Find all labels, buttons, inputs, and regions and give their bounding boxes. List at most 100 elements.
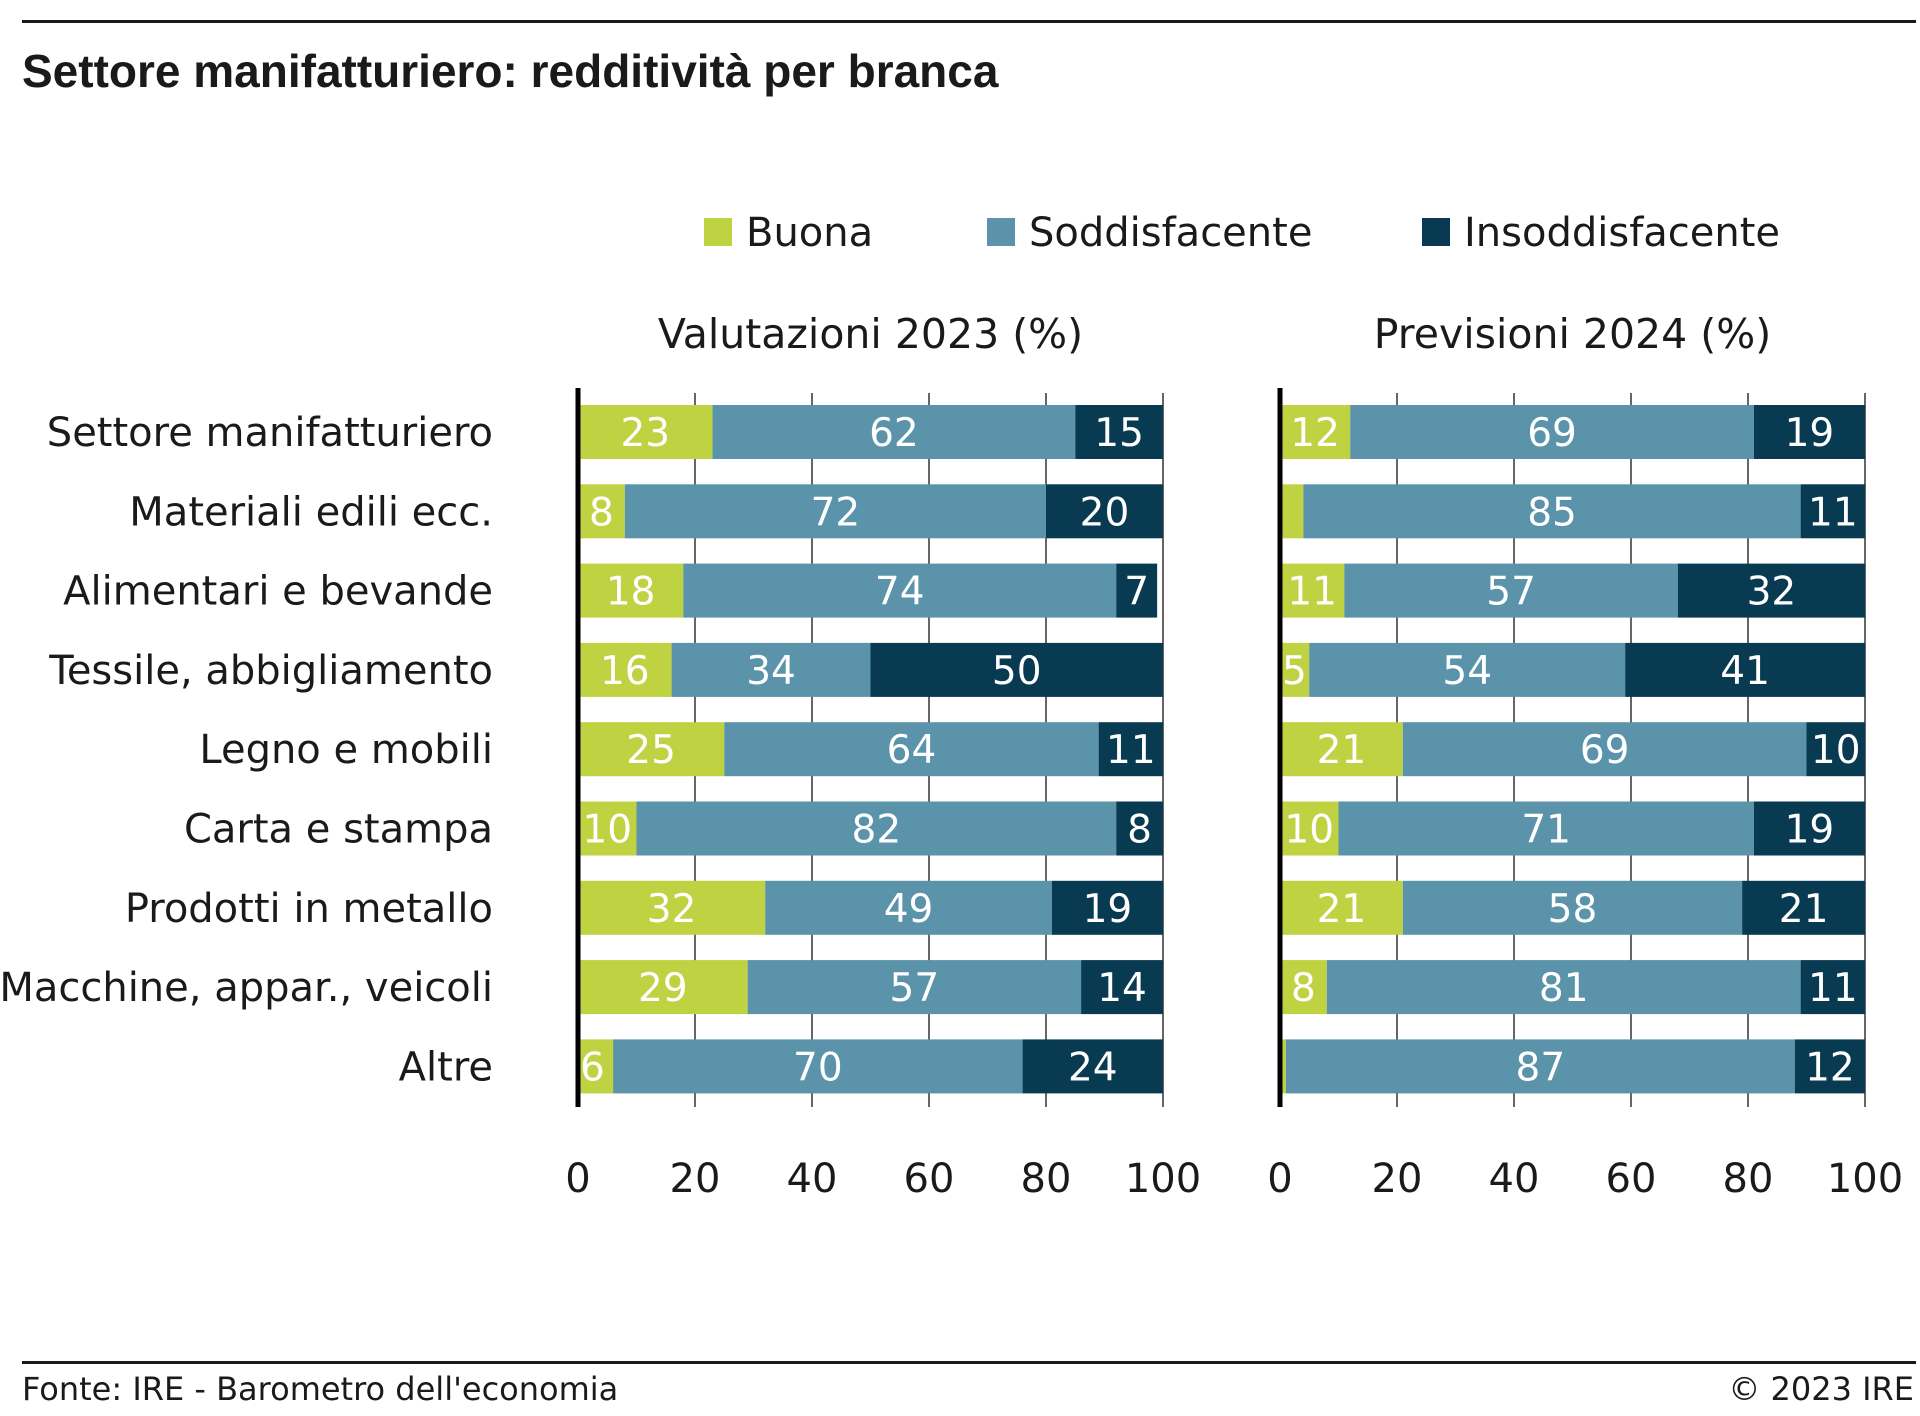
- data-label: 19: [1083, 887, 1133, 932]
- data-label: 58: [1548, 887, 1598, 932]
- data-label: 10: [1811, 728, 1861, 773]
- bar-buona: [578, 960, 748, 1015]
- bar-insoddisfacente: [1742, 880, 1865, 935]
- category-label: Legno e mobili: [199, 727, 493, 773]
- bar-buona: [578, 484, 625, 539]
- category-label: Materiali edili ecc.: [129, 489, 493, 535]
- chart-title: Settore manifatturiero: redditività per …: [22, 45, 999, 97]
- bar-insoddisfacente: [1116, 801, 1163, 856]
- data-label: 54: [1442, 649, 1492, 694]
- bar-soddisfacente: [1303, 484, 1801, 539]
- data-label: 81: [1539, 966, 1589, 1011]
- bar-soddisfacente: [1402, 880, 1743, 935]
- bar-insoddisfacente: [1794, 1039, 1865, 1094]
- bar-buona: [578, 405, 713, 459]
- panel-title-2: Previsioni 2024 (%): [1374, 310, 1771, 358]
- top-rule: [22, 20, 1916, 23]
- category-label: Tessile, abbigliamento: [48, 648, 493, 694]
- bar-soddisfacente: [724, 722, 1099, 777]
- bar-insoddisfacente: [1098, 722, 1163, 777]
- bar-soddisfacente: [1309, 642, 1626, 697]
- bar-buona: [578, 801, 637, 856]
- source-note: Fonte: IRE - Barometro dell'economia: [22, 1370, 619, 1408]
- data-label: 62: [869, 411, 919, 456]
- data-label: 57: [890, 966, 940, 1011]
- panel-title-1: Valutazioni 2023 (%): [658, 310, 1083, 358]
- x-tick-label: 20: [670, 1156, 721, 1202]
- data-label: 11: [1287, 570, 1337, 615]
- data-label: 34: [746, 649, 796, 694]
- bar-soddisfacente: [671, 642, 871, 697]
- data-label: 49: [884, 887, 934, 932]
- data-label: 11: [1106, 728, 1156, 773]
- bar-soddisfacente: [747, 960, 1082, 1015]
- data-label: 70: [793, 1045, 843, 1090]
- bar-soddisfacente: [1338, 801, 1754, 856]
- bar-soddisfacente: [712, 405, 1076, 459]
- x-tick-label: 100: [1125, 1156, 1201, 1202]
- data-label: 85: [1527, 490, 1577, 535]
- bar-buona: [1280, 563, 1345, 618]
- data-label: 11: [1808, 966, 1858, 1011]
- legend-label-soddisfacente: Soddisfacente: [1029, 210, 1312, 256]
- data-label: 6: [580, 1045, 605, 1090]
- bar-insoddisfacente: [1075, 405, 1163, 459]
- bar-soddisfacente: [765, 880, 1052, 935]
- bar-buona: [1280, 880, 1403, 935]
- data-label: 21: [1317, 728, 1367, 773]
- bar-soddisfacente: [1285, 1039, 1795, 1094]
- legend-swatch-soddisfacente: [987, 218, 1015, 246]
- data-label: 71: [1521, 808, 1571, 853]
- data-label: 8: [1127, 808, 1152, 853]
- bar-insoddisfacente: [1800, 960, 1865, 1015]
- x-tick-label: 40: [1489, 1156, 1540, 1202]
- data-label: 18: [606, 570, 656, 615]
- category-label: Altre: [399, 1044, 493, 1090]
- bar-buona: [578, 563, 684, 618]
- data-label: 15: [1094, 411, 1144, 456]
- x-tick-label: 60: [904, 1156, 955, 1202]
- data-label: 12: [1805, 1045, 1855, 1090]
- data-label: 25: [626, 728, 676, 773]
- bar-insoddisfacente: [1625, 642, 1865, 697]
- data-label: 19: [1785, 411, 1835, 456]
- bar-insoddisfacente: [1081, 960, 1163, 1015]
- data-label: 5: [1282, 649, 1307, 694]
- legend-label-insoddisfacente: Insoddisfacente: [1464, 210, 1780, 256]
- bar-soddisfacente: [1350, 405, 1754, 459]
- copyright: © 2023 IRE: [1728, 1370, 1914, 1408]
- category-label: Prodotti in metallo: [125, 886, 493, 932]
- bar-insoddisfacente: [1753, 405, 1865, 459]
- data-label: 69: [1580, 728, 1630, 773]
- bar-insoddisfacente: [1046, 484, 1163, 539]
- x-tick-label: 20: [1372, 1156, 1423, 1202]
- category-label: Macchine, appar., veicoli: [0, 965, 493, 1011]
- data-label: 29: [638, 966, 688, 1011]
- data-label: 82: [852, 808, 902, 853]
- x-tick-label: 60: [1606, 1156, 1657, 1202]
- bar-buona: [578, 1039, 614, 1094]
- data-label: 16: [600, 649, 650, 694]
- data-label: 10: [582, 808, 632, 853]
- bar-buona: [1280, 722, 1403, 777]
- data-label: 8: [1291, 966, 1316, 1011]
- bar-insoddisfacente: [1800, 484, 1865, 539]
- data-label: 11: [1808, 490, 1858, 535]
- data-label: 64: [887, 728, 937, 773]
- data-label: 12: [1290, 411, 1340, 456]
- bar-buona: [1280, 1039, 1286, 1094]
- bar-soddisfacente: [1326, 960, 1801, 1015]
- x-tick-label: 0: [1267, 1156, 1292, 1202]
- category-label: Alimentari e bevande: [63, 569, 493, 615]
- bar-buona: [578, 642, 672, 697]
- data-label: 41: [1720, 649, 1770, 694]
- bar-buona: [578, 722, 725, 777]
- data-label: 7: [1124, 570, 1149, 615]
- data-label: 8: [589, 490, 614, 535]
- legend-swatch-buona: [704, 218, 732, 246]
- data-label: 24: [1068, 1045, 1118, 1090]
- bar-insoddisfacente: [1806, 722, 1865, 777]
- bar-insoddisfacente: [870, 642, 1163, 697]
- bar-insoddisfacente: [1753, 801, 1865, 856]
